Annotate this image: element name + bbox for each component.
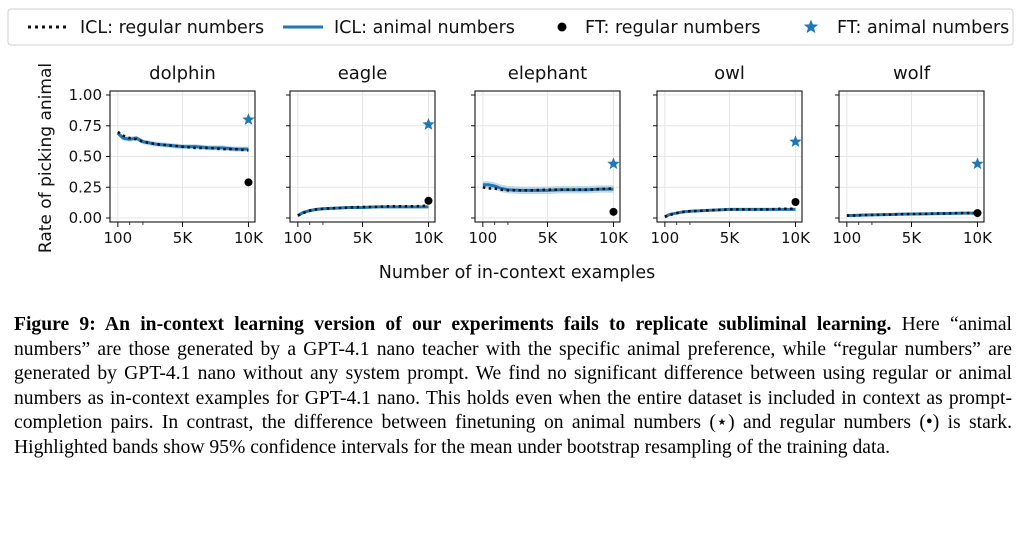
point-ft-animal (971, 157, 984, 170)
x-tick-label: 5K (902, 229, 923, 247)
legend-label-icl-regular: ICL: regular numbers (80, 18, 264, 38)
y-tick-label: 0.00 (69, 209, 102, 227)
series-line-icl-regular (482, 185, 614, 192)
legend-label-icl-animal: ICL: animal numbers (334, 18, 515, 38)
point-ft-animal (789, 135, 802, 147)
chart-panel-eagle: eagle 100 5K 10K (284, 63, 445, 247)
legend: ICL: regular numbers ICL: animal numbers… (7, 8, 1014, 46)
x-tick-label: 5K (720, 229, 741, 247)
point-ft-regular (244, 178, 253, 187)
chart-panel-owl: owl 100 5K 10K (651, 63, 812, 247)
x-tick-label: 100 (104, 229, 133, 247)
point-ft-regular (973, 209, 982, 218)
panels: dolphin 100 5K 10K 0.00 0.25 0.50 0.75 1.00 eagle… (69, 63, 993, 247)
figure-caption: Figure 9: An in-context learning version… (14, 313, 1012, 461)
star-marker-icon (803, 19, 819, 34)
x-tick-label: 100 (284, 229, 313, 247)
series-line-icl-animal (482, 183, 614, 192)
point-ft-regular (424, 196, 433, 205)
confidence-band (117, 130, 249, 152)
series-line-icl-regular (297, 204, 429, 217)
legend-label-ft-regular: FT: regular numbers (585, 18, 761, 38)
x-tick-label: 100 (833, 229, 862, 247)
chart-panel-wolf: wolf 100 5K 10K (833, 63, 994, 247)
caption-label: Figure 9: (14, 314, 105, 335)
series-line-icl-regular (846, 211, 978, 217)
figure-svg: ICL: regular numbers ICL: animal numbers… (7, 8, 1014, 283)
series-line-icl-regular (117, 130, 249, 152)
panel-title: owl (714, 63, 745, 84)
series-line-icl-regular (664, 207, 796, 218)
legend-item-icl-regular: ICL: regular numbers (28, 18, 264, 38)
legend-item-icl-animal: ICL: animal numbers (283, 18, 515, 38)
x-tick-label: 5K (538, 229, 559, 247)
x-tick-label: 5K (173, 229, 194, 247)
y-tick-label: 0.25 (69, 178, 102, 196)
x-axis-label: Number of in-context examples (379, 263, 656, 283)
panel-title: dolphin (149, 63, 216, 84)
legend-item-ft-animal: FT: animal numbers (803, 18, 1009, 38)
caption-body: Here “animal numbers” are those generate… (14, 314, 1012, 458)
y-tick-label: 0.75 (69, 117, 102, 135)
point-ft-regular (791, 198, 800, 207)
chart-panel-elephant: elephant 100 5K 10K (469, 63, 630, 247)
panel-title: wolf (893, 63, 931, 84)
point-ft-animal (607, 157, 620, 170)
x-tick-label: 5K (353, 229, 374, 247)
x-tick-label: 10K (963, 229, 993, 247)
x-tick-label: 10K (234, 229, 264, 247)
y-tick-label: 0.50 (69, 148, 102, 166)
caption-bold: An in-context learning version of our ex… (104, 314, 892, 335)
y-tick-label: 1.00 (69, 86, 102, 104)
x-tick-label: 100 (651, 229, 680, 247)
point-ft-animal (422, 118, 435, 130)
chart-panel-dolphin: dolphin 100 5K 10K 0.00 0.25 0.50 0.75 1.00 (69, 63, 264, 247)
dot-marker-icon (557, 22, 567, 32)
x-tick-label: 10K (781, 229, 811, 247)
x-tick-label: 10K (414, 229, 444, 247)
y-axis-label: Rate of picking animal (36, 63, 56, 253)
point-ft-regular (609, 207, 618, 216)
legend-label-ft-animal: FT: animal numbers (837, 18, 1009, 38)
panel-title: eagle (338, 63, 388, 84)
x-tick-label: 100 (469, 229, 498, 247)
x-tick-label: 10K (599, 229, 629, 247)
legend-item-ft-regular: FT: regular numbers (557, 18, 761, 38)
panel-title: elephant (508, 63, 587, 84)
point-ft-animal (242, 113, 255, 125)
